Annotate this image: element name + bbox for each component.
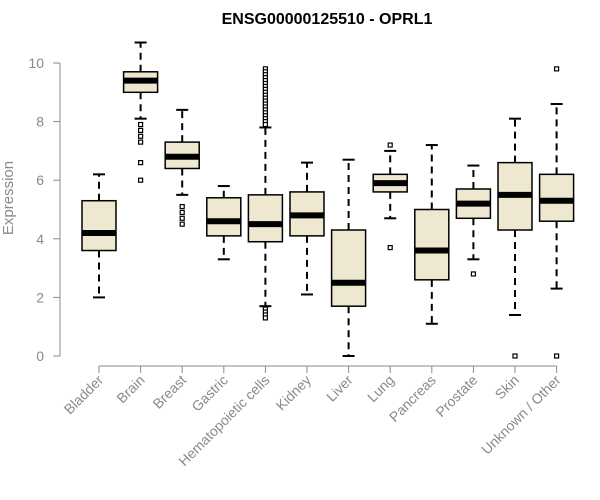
box-group: [247, 66, 284, 321]
y-tick-label: 2: [36, 289, 44, 305]
box-group: [81, 173, 117, 299]
y-tick-label: 8: [36, 114, 44, 130]
y-tick-label: 4: [36, 231, 44, 247]
chart-title: ENSG00000125510 - OPRL1: [222, 11, 433, 28]
y-tick-label: 10: [28, 55, 44, 71]
outlier-point: [553, 353, 560, 359]
outlier-point: [138, 133, 144, 139]
box-group: [206, 185, 242, 261]
outlier-point: [179, 209, 185, 216]
x-tick-label: Breast: [149, 372, 189, 412]
outlier-point: [138, 139, 144, 145]
outlier-point: [262, 121, 268, 128]
box-group: [372, 142, 408, 251]
x-tick-label: Bladder: [61, 372, 107, 418]
outlier-point: [387, 142, 393, 148]
outlier-point: [470, 271, 476, 277]
y-tick-label: 0: [36, 348, 44, 364]
box-group: [414, 144, 450, 325]
box-group: [330, 158, 367, 357]
box-group: [122, 41, 159, 183]
outlier-point: [179, 215, 185, 221]
outlier-point: [138, 177, 144, 183]
x-tick-label: Unknown / Other: [478, 372, 564, 458]
x-tick-label: Liver: [323, 372, 356, 405]
iqr-box: [330, 229, 367, 307]
box-group: [164, 108, 200, 227]
iqr-box: [81, 199, 117, 252]
x-tick-label: Skin: [492, 372, 523, 403]
y-axis-label: Expression: [0, 161, 17, 235]
outlier-point: [262, 315, 268, 321]
y-tick-label: 6: [36, 172, 44, 188]
outlier-point: [138, 127, 144, 133]
axes: 0 2 4 6 8 10: [28, 55, 558, 373]
x-tick-label: Brain: [113, 372, 147, 406]
box-group: [497, 117, 533, 359]
box-group: [289, 161, 325, 296]
iqr-box: [414, 208, 450, 281]
outlier-point: [138, 121, 144, 128]
x-tick-label: Lung: [364, 372, 397, 405]
box-group: [538, 66, 575, 359]
outlier-point: [138, 160, 144, 166]
outlier-point: [179, 203, 185, 210]
outlier-point: [179, 221, 185, 227]
outlier-point: [387, 244, 393, 251]
boxes: [81, 41, 575, 359]
box-group: [455, 164, 492, 277]
outlier-point: [512, 353, 518, 359]
iqr-box: [206, 197, 242, 237]
x-tick-label: Prostate: [432, 372, 480, 420]
outlier-point: [553, 66, 560, 72]
iqr-box: [247, 194, 284, 243]
x-tick-label: Kidney: [273, 372, 315, 414]
